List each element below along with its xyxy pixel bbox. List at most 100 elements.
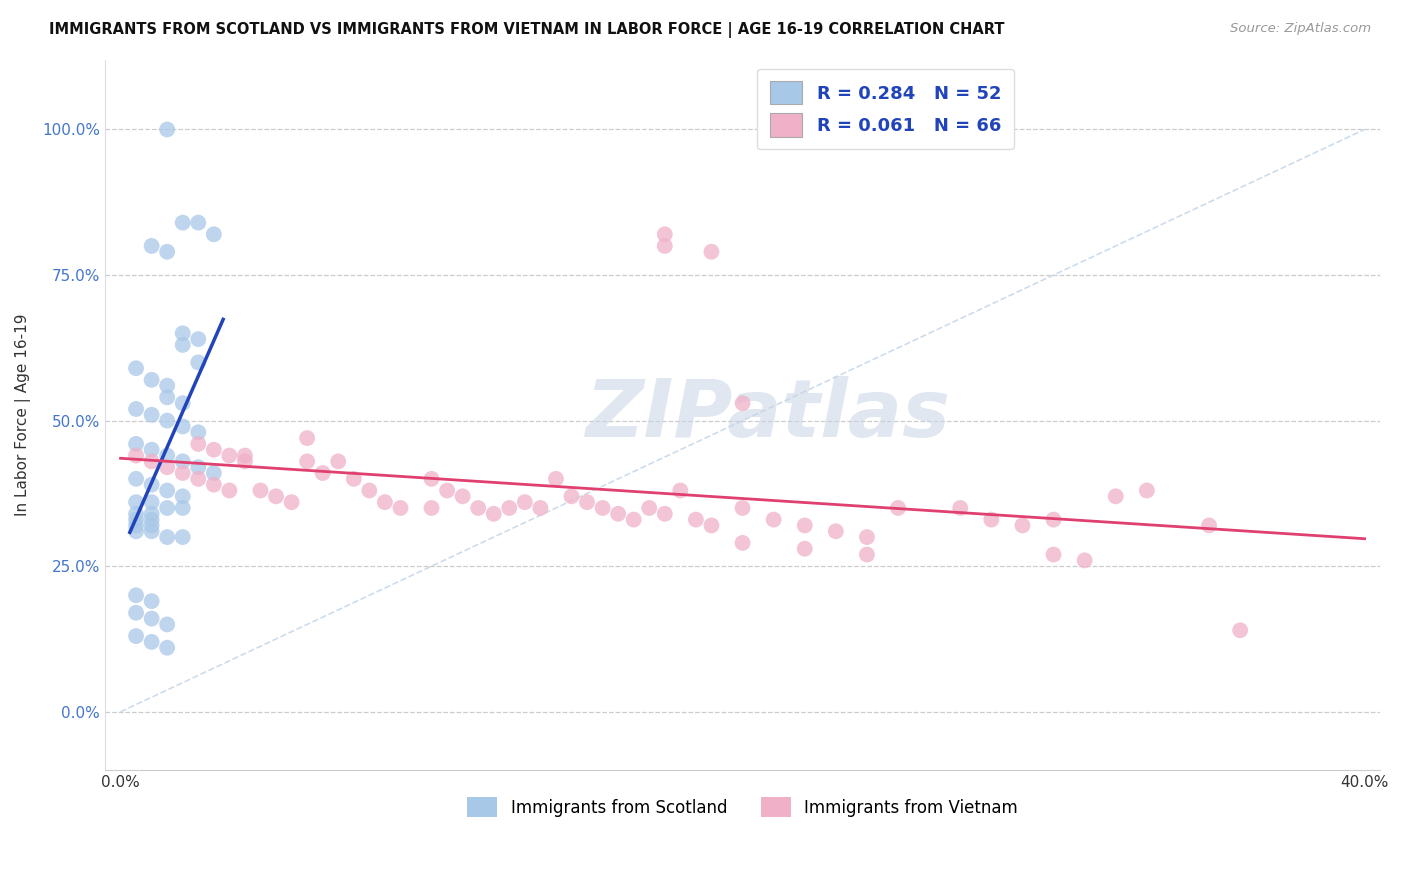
Point: [141, 518, 163, 533]
Point: [156, 390, 179, 404]
Point: [544, 472, 567, 486]
Point: [172, 216, 194, 230]
Point: [172, 338, 194, 352]
Legend: Immigrants from Scotland, Immigrants from Vietnam: Immigrants from Scotland, Immigrants fro…: [460, 789, 1026, 826]
Point: [669, 483, 692, 498]
Point: [498, 500, 520, 515]
Point: [125, 518, 148, 533]
Point: [1105, 489, 1128, 503]
Point: [141, 495, 163, 509]
Point: [856, 530, 879, 544]
Point: [202, 477, 225, 491]
Point: [125, 513, 148, 527]
Point: [141, 408, 163, 422]
Point: [654, 227, 676, 242]
Point: [125, 361, 148, 376]
Point: [359, 483, 381, 498]
Point: [700, 244, 723, 259]
Point: [141, 454, 163, 468]
Point: [249, 483, 271, 498]
Point: [592, 500, 614, 515]
Point: [762, 513, 785, 527]
Point: [125, 507, 148, 521]
Point: [218, 483, 240, 498]
Point: [654, 239, 676, 253]
Point: [141, 373, 163, 387]
Point: [233, 454, 256, 468]
Point: [343, 472, 366, 486]
Point: [218, 449, 240, 463]
Point: [202, 442, 225, 457]
Point: [793, 541, 815, 556]
Point: [654, 507, 676, 521]
Point: [141, 507, 163, 521]
Point: [172, 466, 194, 480]
Point: [172, 396, 194, 410]
Point: [949, 500, 972, 515]
Point: [172, 500, 194, 515]
Point: [1073, 553, 1095, 567]
Point: [638, 500, 661, 515]
Point: [295, 454, 318, 468]
Point: [141, 611, 163, 625]
Point: [156, 530, 179, 544]
Point: [623, 513, 645, 527]
Point: [187, 425, 209, 440]
Point: [1042, 513, 1064, 527]
Point: [156, 460, 179, 475]
Point: [731, 396, 754, 410]
Point: [1198, 518, 1220, 533]
Point: [141, 477, 163, 491]
Text: ZIPatlas: ZIPatlas: [585, 376, 950, 454]
Point: [420, 472, 443, 486]
Point: [187, 437, 209, 451]
Point: [436, 483, 458, 498]
Point: [374, 495, 396, 509]
Point: [328, 454, 350, 468]
Point: [187, 332, 209, 346]
Point: [156, 483, 179, 498]
Point: [1042, 548, 1064, 562]
Text: Source: ZipAtlas.com: Source: ZipAtlas.com: [1230, 22, 1371, 36]
Point: [141, 442, 163, 457]
Point: [529, 500, 551, 515]
Point: [125, 629, 148, 643]
Point: [295, 431, 318, 445]
Point: [700, 518, 723, 533]
Point: [685, 513, 707, 527]
Point: [451, 489, 474, 503]
Point: [202, 466, 225, 480]
Point: [172, 530, 194, 544]
Point: [156, 378, 179, 392]
Point: [141, 635, 163, 649]
Point: [389, 500, 412, 515]
Point: [731, 500, 754, 515]
Point: [187, 355, 209, 369]
Point: [560, 489, 582, 503]
Point: [187, 216, 209, 230]
Point: [482, 507, 505, 521]
Point: [156, 640, 179, 655]
Point: [187, 460, 209, 475]
Point: [125, 588, 148, 602]
Point: [172, 489, 194, 503]
Point: [125, 437, 148, 451]
Point: [467, 500, 489, 515]
Point: [576, 495, 599, 509]
Point: [125, 606, 148, 620]
Point: [856, 548, 879, 562]
Point: [141, 513, 163, 527]
Point: [141, 239, 163, 253]
Point: [1229, 624, 1251, 638]
Point: [1136, 483, 1159, 498]
Point: [125, 401, 148, 416]
Point: [1011, 518, 1033, 533]
Point: [141, 524, 163, 539]
Point: [172, 326, 194, 341]
Y-axis label: In Labor Force | Age 16-19: In Labor Force | Age 16-19: [15, 314, 31, 516]
Point: [513, 495, 536, 509]
Point: [141, 594, 163, 608]
Point: [125, 449, 148, 463]
Point: [156, 122, 179, 136]
Point: [125, 495, 148, 509]
